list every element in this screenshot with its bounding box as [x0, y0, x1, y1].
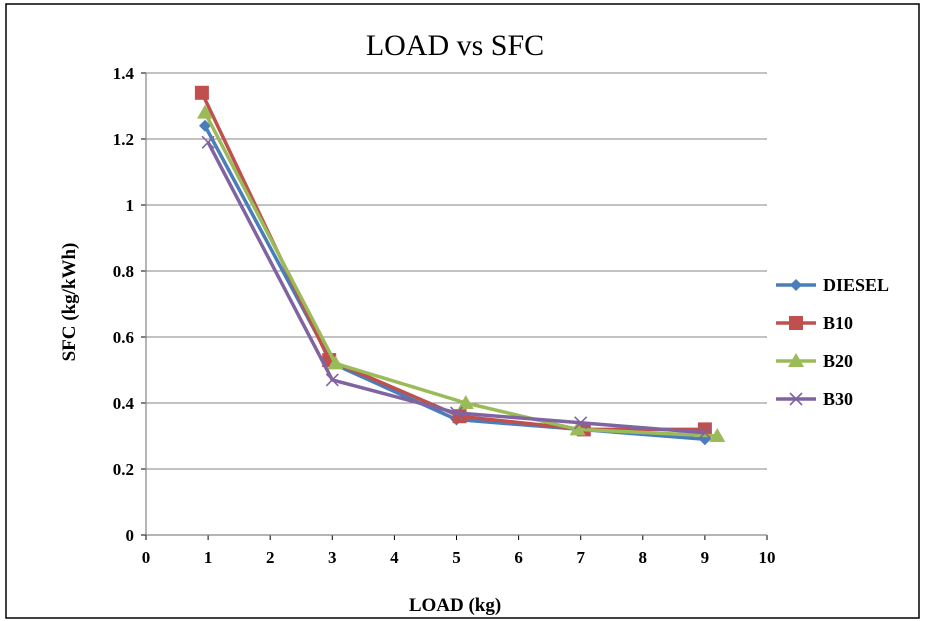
legend-marker-b20 — [788, 353, 804, 367]
x-tick-label: 2 — [266, 548, 275, 567]
x-axis-label: LOAD (kg) — [409, 595, 501, 616]
legend-item-b10: B10 — [776, 313, 853, 333]
y-tick-label: 0.8 — [113, 262, 134, 281]
x-tick-label: 1 — [204, 548, 213, 567]
x-tick-label: 9 — [701, 548, 710, 567]
data-point-b20 — [457, 395, 474, 409]
data-point-b20 — [569, 421, 586, 436]
data-point-b30 — [449, 406, 464, 420]
data-point-diesel — [198, 119, 211, 132]
legend-item-b30: B30 — [776, 389, 853, 409]
legend-label-b20: B20 — [823, 351, 853, 371]
y-axis-label: SFC (kg/kWh) — [59, 243, 80, 362]
grid-lines — [146, 72, 767, 470]
legend-marker-diesel — [790, 279, 802, 291]
x-tick-label: 5 — [452, 548, 461, 567]
legend-item-b20: B20 — [776, 351, 853, 371]
x-tick-label: 3 — [328, 548, 337, 567]
y-tick-label: 1.4 — [113, 64, 135, 83]
x-tick-label: 4 — [390, 548, 399, 567]
y-tick-label: 0.6 — [113, 328, 134, 347]
data-point-b20 — [709, 428, 726, 442]
y-tick-label: 1.2 — [113, 130, 134, 149]
legend-marker-b10 — [789, 316, 803, 330]
y-tick-label: 0.2 — [113, 460, 134, 479]
legend-marker-b30 — [789, 392, 803, 406]
x-tick-label: 0 — [142, 548, 151, 567]
chart-border — [5, 3, 920, 619]
data-point-b30 — [325, 373, 339, 387]
x-tick-label: 7 — [576, 548, 585, 567]
legend: DIESEL B10 B20 B30 — [776, 275, 889, 409]
y-tick-label: 1 — [126, 196, 135, 215]
data-point-b30 — [574, 416, 588, 430]
legend-label-diesel: DIESEL — [823, 275, 889, 295]
data-point-b30 — [698, 426, 712, 440]
y-tick-label: 0.4 — [113, 394, 135, 413]
tick-labels: 0 0.2 0.4 0.6 0.8 1 1.2 1.4 0 1 2 3 4 5 6 7 8 9 10 — [113, 64, 776, 567]
legend-item-diesel: DIESEL — [776, 275, 889, 295]
x-tick-label: 8 — [639, 548, 648, 567]
data-point-b30 — [201, 135, 215, 149]
axes — [141, 72, 768, 540]
chart-title: LOAD vs SFC — [366, 29, 544, 62]
legend-label-b30: B30 — [823, 389, 853, 409]
data-point-b10 — [194, 85, 209, 100]
series-lines — [194, 85, 726, 446]
series-b20 — [196, 104, 726, 442]
legend-label-b10: B10 — [823, 313, 853, 333]
data-point-b20 — [327, 355, 344, 370]
data-point-b20 — [196, 104, 213, 119]
series-b30 — [201, 135, 712, 440]
x-tick-label: 6 — [514, 548, 523, 567]
y-tick-label: 0 — [126, 526, 135, 545]
x-tick-label: 10 — [759, 548, 776, 567]
